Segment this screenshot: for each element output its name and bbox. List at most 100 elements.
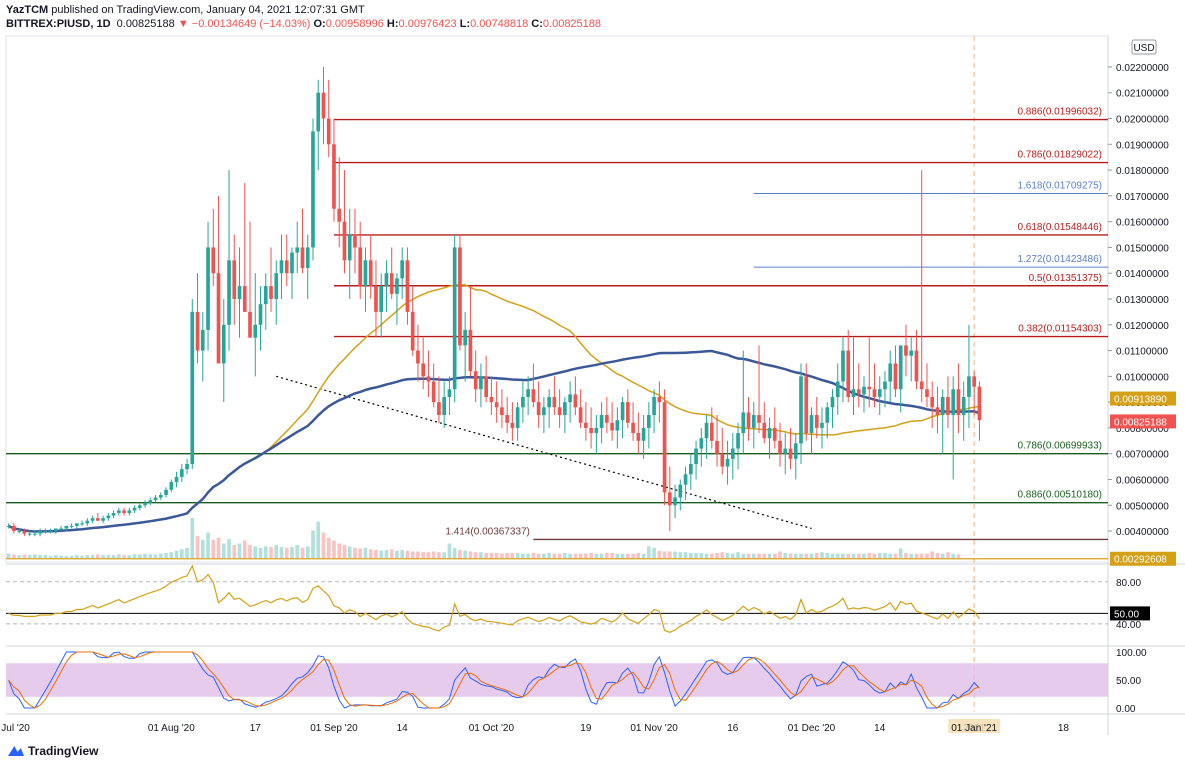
volume-bar: [463, 550, 468, 558]
candle-body: [195, 311, 200, 351]
rsi-pane[interactable]: 80.00 40.0050.00: [6, 564, 1150, 633]
candle-body: [683, 474, 688, 485]
candle-body: [730, 448, 735, 459]
volume-bar: [116, 554, 121, 558]
volume-bar: [274, 544, 279, 558]
candle-body: [605, 415, 609, 423]
volume-bar: [232, 544, 237, 558]
candle-body: [242, 286, 247, 312]
candle-body: [85, 520, 90, 524]
volume-bar: [410, 551, 415, 558]
candle-body: [342, 221, 347, 261]
volume-bar: [347, 546, 352, 558]
fib-label: 0.382(0.01154303): [1018, 324, 1102, 335]
y-tick-label: 0.01800000: [1116, 166, 1169, 177]
volume-bar: [799, 553, 803, 558]
volume-bar: [809, 553, 814, 558]
close-value: 0.00825188: [542, 18, 602, 30]
candle-body: [38, 531, 42, 534]
candle-body: [337, 208, 342, 222]
volume-bar: [715, 552, 719, 558]
candles[interactable]: [6, 66, 982, 537]
volume-bar: [500, 553, 504, 558]
volume-bar: [54, 555, 58, 558]
volume-bar: [531, 552, 536, 558]
volume-bar: [342, 544, 347, 558]
volume-bar: [725, 552, 730, 558]
candle-body: [505, 415, 509, 423]
open-value: 0.00958996: [325, 18, 384, 30]
stoch-rsi-pane[interactable]: 100.00 50.00 0.00: [6, 648, 1147, 715]
volume-bar: [694, 552, 698, 558]
tradingview-logo[interactable]: TradingView: [8, 744, 98, 758]
candle-body: [190, 311, 195, 465]
volume-bar: [300, 547, 305, 558]
candle-body: [389, 273, 394, 294]
candle-body: [688, 464, 693, 475]
volume-bar: [893, 553, 898, 558]
candle-body: [961, 396, 966, 416]
volume-bar: [358, 548, 363, 558]
volume-bar: [667, 551, 672, 558]
publisher-name[interactable]: YazTCM: [6, 4, 49, 16]
y-tick-label: 0.00500000: [1116, 501, 1169, 512]
candle-body: [877, 389, 882, 397]
candle-body: [909, 350, 914, 356]
last-price: 0.00825188: [116, 18, 175, 30]
volume-bar: [793, 553, 798, 558]
candle-body: [846, 350, 851, 397]
candle-body: [841, 350, 845, 382]
candle-body: [6, 525, 11, 527]
candle-body: [925, 389, 929, 397]
candle-body: [641, 427, 646, 441]
volume-bar: [405, 550, 410, 558]
candle-body: [552, 396, 557, 408]
price-axis[interactable]: USD 0.02200000 0.02100000 0.02000000 0.01900…: [1108, 39, 1176, 566]
symbol-name[interactable]: BITTREX:PIUSD, 1D: [6, 18, 111, 30]
candle-body: [447, 389, 452, 397]
close-label: C:: [531, 18, 543, 30]
volume-bar: [38, 555, 42, 558]
candle-body: [715, 440, 719, 454]
volume-bar: [709, 553, 714, 558]
candle-body: [211, 247, 216, 274]
candle-body: [888, 363, 893, 382]
time-axis[interactable]: 01 Jul '20 01 Aug '20 17 01 Sep '20 14 01 Oct…: [0, 719, 1069, 734]
volume-bar: [741, 553, 746, 558]
candle-body: [725, 458, 730, 467]
candle-body: [762, 422, 767, 439]
candle-body: [410, 311, 415, 351]
candle-body: [237, 286, 242, 299]
candle-body: [90, 518, 95, 521]
candle-body: [972, 376, 977, 387]
x-tick-label: 01 Sep '20: [310, 723, 358, 734]
volume-bar: [584, 553, 588, 558]
candle-body: [484, 376, 488, 397]
candle-body: [500, 407, 504, 416]
y-tick-label: 0.01400000: [1116, 269, 1169, 280]
x-tick-label: 14: [397, 723, 409, 734]
candle-body: [557, 407, 562, 416]
candle-body: [515, 407, 520, 428]
volume-bar: [515, 552, 520, 558]
volume-bar: [237, 543, 242, 558]
candle-body: [746, 412, 751, 428]
candle-body: [709, 422, 714, 441]
candle-body: [751, 415, 756, 428]
moving-averages: [8, 284, 980, 533]
volume-bar: [646, 546, 651, 558]
volume-bar: [442, 552, 447, 558]
x-tick-label: 01 Aug '20: [148, 723, 195, 734]
fib-label: 0.886(0.01996032): [1017, 107, 1102, 118]
candle-body: [363, 260, 368, 287]
candle-body: [814, 415, 819, 428]
volume-bar: [353, 547, 357, 558]
volume-bar: [683, 552, 688, 558]
candle-body: [898, 345, 903, 390]
candle-body: [594, 427, 599, 434]
volume-bar: [127, 555, 132, 558]
volume-bar: [940, 553, 945, 558]
y-tick-label: 0.01200000: [1116, 321, 1169, 332]
volume-bar: [148, 554, 153, 558]
